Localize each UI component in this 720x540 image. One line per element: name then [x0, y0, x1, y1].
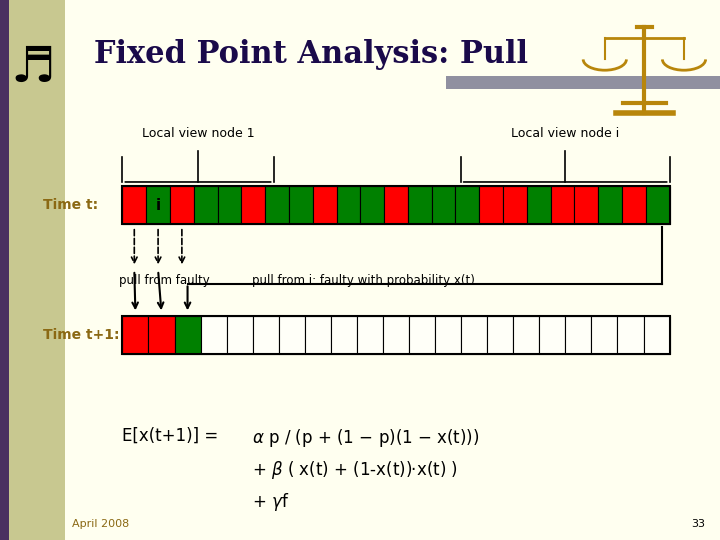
Bar [480, 186, 503, 224]
Bar [461, 316, 487, 354]
Text: $\alpha$ p / (p + (1 − p)(1 − x(t))): $\alpha$ p / (p + (1 − p)(1 − x(t))) [252, 427, 480, 449]
Text: i: i [156, 198, 161, 213]
Bar [503, 186, 527, 224]
Bar [241, 186, 265, 224]
Bar [513, 316, 539, 354]
FancyBboxPatch shape [446, 76, 720, 89]
Text: Fixed Point Analysis: Pull: Fixed Point Analysis: Pull [94, 38, 528, 70]
Bar [122, 186, 146, 224]
Bar [253, 316, 279, 354]
Text: + $\gamma$f: + $\gamma$f [252, 491, 289, 514]
FancyBboxPatch shape [0, 0, 9, 540]
Bar [565, 316, 591, 354]
Text: Time t+1:: Time t+1: [43, 328, 120, 342]
Bar [409, 316, 435, 354]
Bar [487, 316, 513, 354]
Bar [360, 186, 384, 224]
Bar [408, 186, 432, 224]
Text: + $\beta$ ( x(t) + (1-x(t))·x(t) ): + $\beta$ ( x(t) + (1-x(t))·x(t) ) [252, 459, 458, 481]
Bar [432, 186, 456, 224]
Text: 33: 33 [692, 519, 706, 529]
Text: April 2008: April 2008 [72, 519, 130, 529]
Text: pull from i: faulty with probability x(t): pull from i: faulty with probability x(t… [252, 274, 475, 287]
Bar [384, 186, 408, 224]
Bar [201, 316, 227, 354]
Bar [194, 186, 217, 224]
Text: E[x(t+1)] =: E[x(t+1)] = [122, 427, 219, 444]
Bar [622, 186, 646, 224]
Bar [336, 186, 360, 224]
Bar [148, 316, 174, 354]
Bar [644, 316, 670, 354]
Bar [227, 316, 253, 354]
Bar [217, 186, 241, 224]
Bar [279, 316, 305, 354]
Bar [122, 316, 148, 354]
Bar [646, 186, 670, 224]
Bar [456, 186, 480, 224]
FancyBboxPatch shape [0, 0, 65, 540]
Bar [598, 186, 622, 224]
Bar [527, 186, 551, 224]
Bar [575, 186, 598, 224]
Bar [539, 316, 565, 354]
Bar [265, 186, 289, 224]
Bar [331, 316, 357, 354]
Bar [312, 186, 336, 224]
Bar [551, 186, 575, 224]
Bar [357, 316, 383, 354]
Bar [591, 316, 618, 354]
Bar [435, 316, 461, 354]
Bar [170, 186, 194, 224]
Bar [618, 316, 644, 354]
Text: Time t:: Time t: [43, 198, 99, 212]
Bar [289, 186, 312, 224]
Text: ♬: ♬ [10, 44, 55, 91]
Bar [122, 186, 670, 224]
Text: Local view node 1: Local view node 1 [142, 127, 254, 140]
Text: pull from faulty: pull from faulty [119, 274, 210, 287]
Bar [305, 316, 331, 354]
Bar [174, 316, 201, 354]
Bar [383, 316, 409, 354]
Bar [122, 316, 670, 354]
Bar [146, 186, 170, 224]
Text: Local view node i: Local view node i [511, 127, 619, 140]
